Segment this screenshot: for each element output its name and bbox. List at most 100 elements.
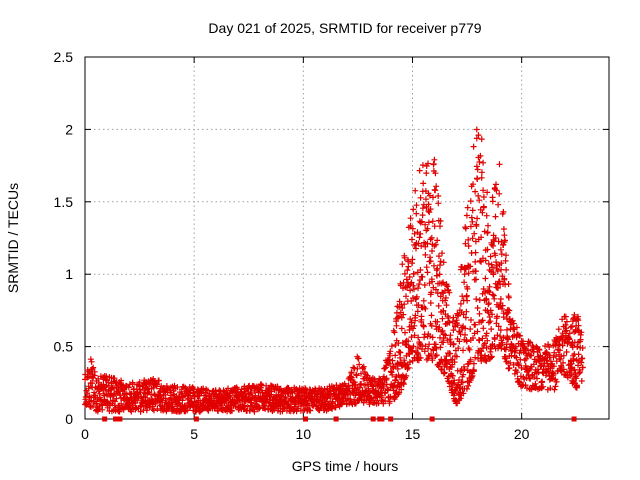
data-point xyxy=(435,302,442,309)
data-point xyxy=(151,407,157,414)
data-point xyxy=(496,161,503,168)
data-point xyxy=(496,190,503,197)
y-axis-label: SRMTID / TECUs xyxy=(5,183,21,293)
data-point xyxy=(417,267,424,273)
data-point xyxy=(425,219,432,226)
data-point xyxy=(472,268,479,275)
data-point xyxy=(510,361,517,368)
data-point xyxy=(571,311,578,318)
data-point xyxy=(406,274,413,280)
data-point xyxy=(215,408,222,414)
data-point xyxy=(427,300,434,306)
data-point xyxy=(494,313,501,320)
data-point xyxy=(473,163,480,170)
data-point xyxy=(442,294,449,301)
data-point xyxy=(509,317,516,324)
data-point xyxy=(465,236,472,243)
data-point xyxy=(429,357,436,364)
zero-data-point xyxy=(117,416,123,422)
data-point xyxy=(415,351,421,358)
data-point xyxy=(329,405,336,412)
data-point xyxy=(487,253,494,260)
data-point xyxy=(427,258,434,265)
data-point xyxy=(508,321,514,328)
data-point xyxy=(430,161,437,167)
data-point xyxy=(437,258,444,265)
data-point xyxy=(407,316,414,322)
data-point xyxy=(426,341,433,348)
data-point xyxy=(447,332,454,339)
data-point xyxy=(455,345,462,352)
data-point xyxy=(415,334,422,341)
data-point xyxy=(440,307,447,314)
data-point xyxy=(429,248,435,254)
data-point xyxy=(492,213,499,220)
data-point xyxy=(477,152,484,159)
data-point xyxy=(200,385,207,392)
data-point xyxy=(433,345,440,352)
data-point xyxy=(423,264,430,271)
data-point xyxy=(184,407,191,414)
data-point xyxy=(258,381,264,388)
data-point xyxy=(579,345,586,351)
data-point xyxy=(464,285,471,292)
data-point xyxy=(435,193,442,199)
data-point xyxy=(425,160,431,167)
data-point xyxy=(461,271,468,278)
data-point xyxy=(462,225,469,232)
data-point xyxy=(406,351,413,358)
data-point xyxy=(472,354,479,361)
data-point xyxy=(482,357,489,364)
data-point xyxy=(103,373,110,380)
data-point xyxy=(421,348,428,355)
data-point xyxy=(393,322,400,329)
data-point xyxy=(493,181,499,188)
data-point xyxy=(84,390,91,397)
data-point xyxy=(499,306,505,312)
y-tick-label: 1 xyxy=(65,266,73,282)
data-point xyxy=(520,338,526,345)
data-point xyxy=(469,207,476,214)
data-point xyxy=(432,170,439,177)
data-point xyxy=(502,237,508,244)
data-point xyxy=(488,241,495,248)
data-point xyxy=(402,329,408,336)
data-point xyxy=(467,326,474,332)
data-point xyxy=(413,210,420,217)
data-point xyxy=(391,329,398,336)
data-point xyxy=(468,317,474,323)
data-point xyxy=(409,347,416,354)
data-point xyxy=(431,223,438,230)
data-point xyxy=(413,245,419,252)
data-point xyxy=(484,229,491,236)
data-point xyxy=(486,289,493,295)
data-point xyxy=(498,251,505,258)
data-point xyxy=(404,267,411,274)
data-point xyxy=(430,194,436,201)
data-point xyxy=(469,235,476,242)
data-point xyxy=(465,270,472,277)
data-point xyxy=(522,362,529,369)
data-point xyxy=(419,212,426,219)
data-point xyxy=(353,371,360,378)
data-point xyxy=(457,331,464,338)
data-point xyxy=(497,327,504,334)
data-point xyxy=(493,259,500,266)
data-point xyxy=(573,384,580,391)
data-point xyxy=(504,335,511,342)
data-point xyxy=(563,349,570,355)
data-point xyxy=(368,395,375,402)
data-point xyxy=(465,243,472,249)
data-point xyxy=(314,402,320,409)
data-point xyxy=(327,395,334,402)
zero-data-point xyxy=(303,416,309,422)
data-point xyxy=(443,302,450,309)
data-point xyxy=(420,323,427,330)
data-point xyxy=(560,352,567,359)
data-point xyxy=(474,328,481,335)
data-point xyxy=(553,378,560,385)
y-tick-label: 0 xyxy=(65,411,73,427)
data-point xyxy=(489,198,496,205)
data-point xyxy=(154,405,161,412)
data-point xyxy=(439,315,446,322)
